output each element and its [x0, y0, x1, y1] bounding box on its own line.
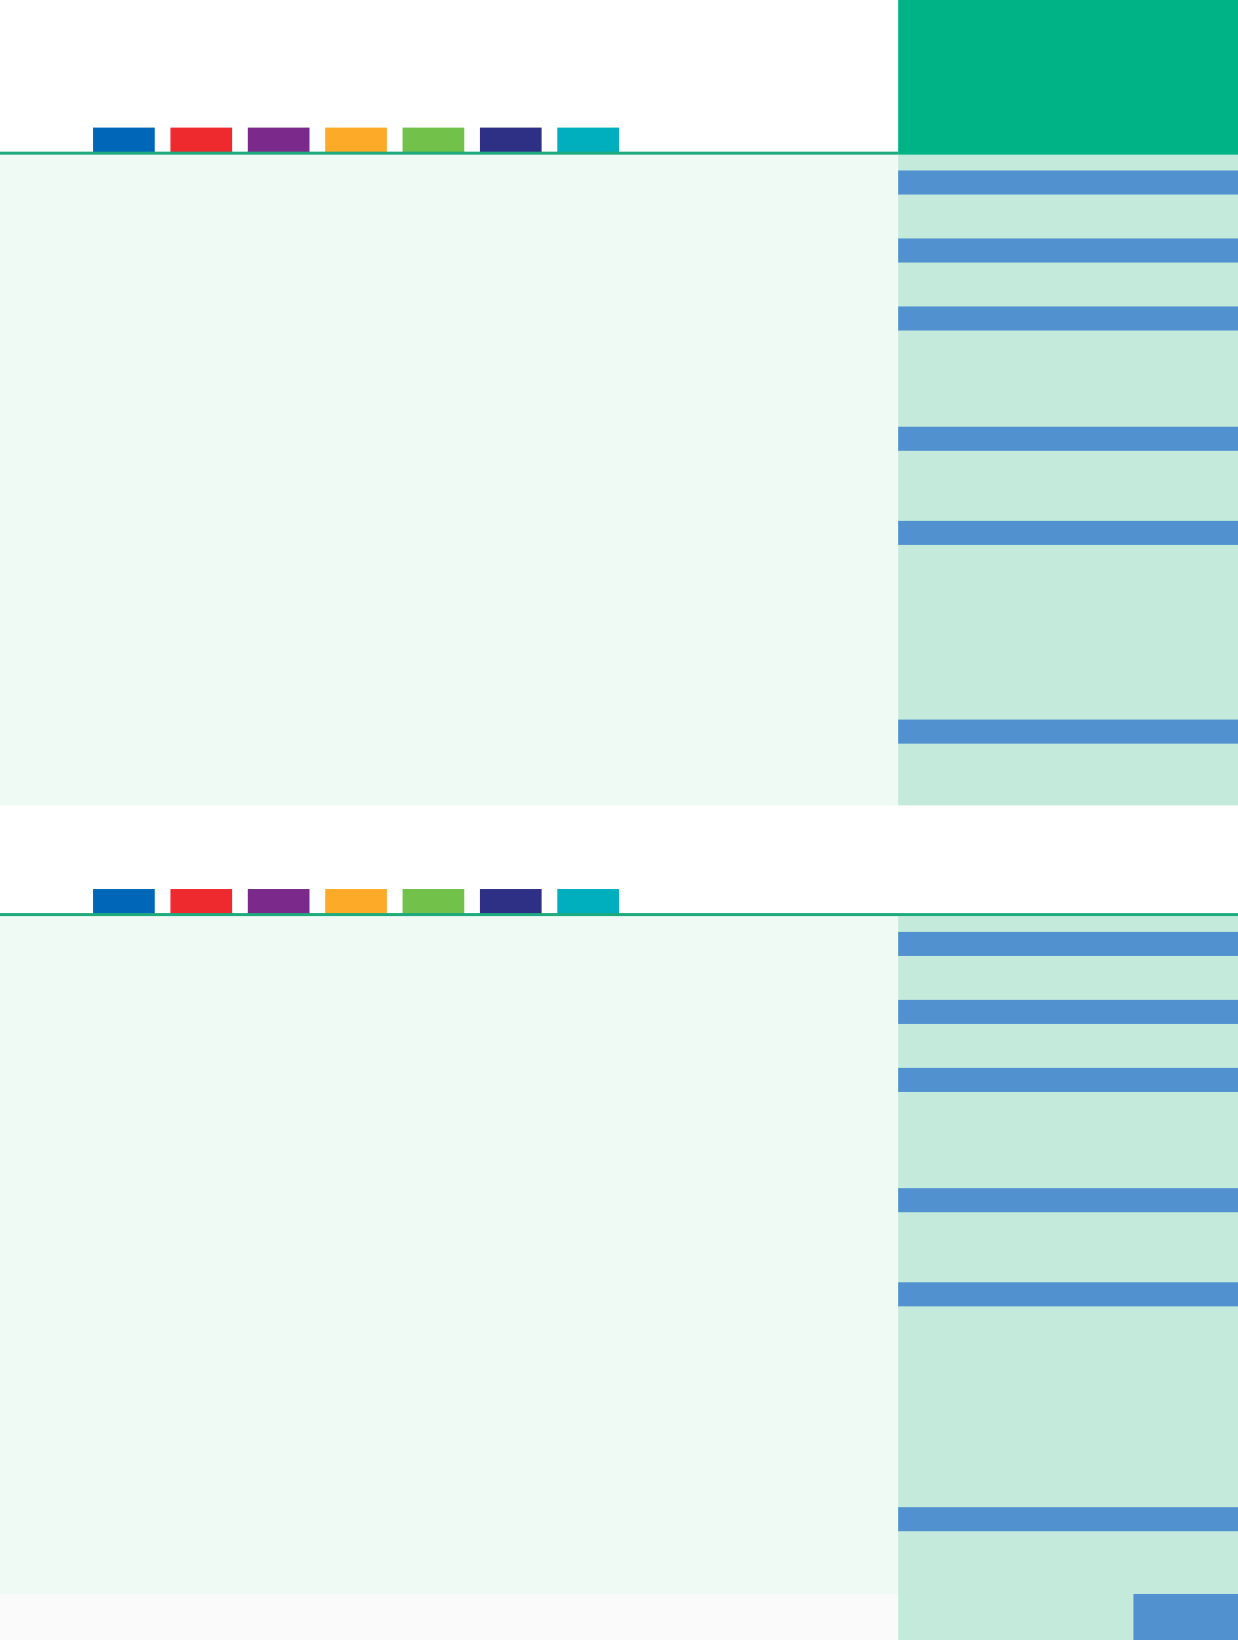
sidebar-header	[898, 719, 1238, 744]
sidebar-header	[898, 1507, 1238, 1532]
sidebar-header	[898, 426, 1238, 451]
tab[interactable]	[402, 889, 465, 915]
color-tabs	[93, 127, 619, 153]
sidebar-header	[898, 520, 1238, 545]
page-tab[interactable]	[1133, 1593, 1238, 1640]
footer	[0, 1593, 899, 1640]
tab[interactable]	[93, 127, 155, 153]
color-tabs	[93, 889, 619, 915]
tab[interactable]	[93, 889, 155, 915]
sidebar-header	[898, 306, 1238, 331]
tab[interactable]	[479, 889, 542, 915]
sidebar-header	[898, 1188, 1238, 1213]
content-panel	[0, 916, 899, 1594]
sidebar-header	[898, 238, 1238, 263]
sidebar-header	[898, 1067, 1238, 1092]
content-panel	[0, 154, 899, 806]
sidebar	[898, 154, 1238, 806]
tab[interactable]	[170, 127, 233, 153]
tab[interactable]	[170, 889, 233, 915]
sidebar-headers	[898, 170, 1238, 744]
tab[interactable]	[247, 127, 310, 153]
tab[interactable]	[557, 889, 619, 915]
divider	[0, 913, 1238, 917]
sidebar-header	[898, 1282, 1238, 1307]
tab[interactable]	[479, 127, 542, 153]
tab[interactable]	[325, 127, 387, 153]
tab[interactable]	[247, 889, 310, 915]
divider	[0, 151, 899, 155]
sidebar-header	[898, 931, 1238, 956]
sidebar	[898, 916, 1238, 1640]
sidebar-header	[898, 999, 1238, 1024]
sidebar-header	[898, 170, 1238, 195]
tab[interactable]	[557, 127, 619, 153]
sidebar-headers	[898, 931, 1238, 1532]
tab[interactable]	[325, 889, 387, 915]
header-block	[898, 0, 1238, 155]
tab[interactable]	[402, 127, 465, 153]
